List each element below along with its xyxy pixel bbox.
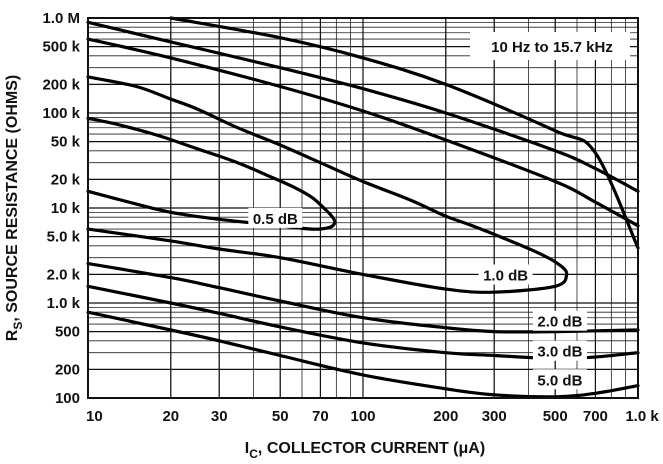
y-tick-labels: 100 200 500 1.0 k 2.0 k 5.0 k 10 k 20 k 50 k 100 … (42, 10, 80, 407)
y-tick-label: 1.0 k (47, 295, 81, 312)
x-tick-label: 70 (312, 408, 329, 425)
x-tick-label: 20 (162, 408, 179, 425)
y-tick-label: 500 k (42, 39, 80, 56)
curve-label-background (478, 264, 533, 285)
x-axis-title: IC, COLLECTOR CURRENT (μA) (245, 440, 485, 461)
range-label-background (470, 32, 630, 60)
curve-label: 2.0 dB (537, 314, 582, 331)
y-tick-label: 500 (55, 324, 80, 341)
y-tick-label: 20 k (51, 171, 81, 188)
y-axis-title: RS, SOURCE RESISTANCE (OHMS) (4, 75, 25, 341)
x-tick-label: 700 (583, 408, 608, 425)
curve-label-background (248, 207, 303, 228)
y-tick-label: 100 (55, 390, 80, 407)
x-tick-label: 10 (86, 408, 103, 425)
y-tick-label: 50 k (51, 134, 81, 151)
y-tick-label: 5.0 k (47, 229, 81, 246)
x-tick-label: 50 (272, 408, 289, 425)
y-tick-label: 200 k (42, 76, 80, 93)
x-tick-label: 300 (482, 408, 507, 425)
noise-contour-line (86, 37, 640, 228)
x-tick-label: 30 (211, 408, 228, 425)
noise-contour-line (86, 20, 640, 193)
y-tick-label: 10 k (51, 200, 81, 217)
y-tick-label: 200 (55, 361, 80, 378)
range-label: 10 Hz to 15.7 kHz (491, 39, 613, 56)
x-tick-label: 1.0 k (625, 408, 659, 425)
x-tick-label: 200 (433, 408, 458, 425)
frequency-range-box: 10 Hz to 15.7 kHz (470, 32, 630, 60)
curve-label: 5.0 dB (537, 372, 582, 389)
plot-frame (87, 17, 639, 399)
y-tick-label: 1.0 M (42, 10, 80, 27)
curve-label: 3.0 dB (537, 344, 582, 361)
x-tick-labels: 10 20 30 50 70 100 200 300 500 700 1.0 k (86, 408, 659, 425)
y-tick-label: 2.0 k (47, 266, 81, 283)
x-tick-label: 500 (543, 408, 568, 425)
curve-label-background (532, 369, 587, 390)
noise-contour-line (86, 262, 640, 334)
noise-contour-line (86, 310, 640, 399)
curve-label-background (532, 340, 587, 361)
x-tick-label: 100 (350, 408, 375, 425)
noise-contour-line (86, 75, 569, 294)
curve-labels: 0.5 dB 1.0 dB 2.0 dB 3.0 dB 5.0 dB (248, 207, 587, 390)
noise-contour-line (169, 16, 640, 250)
curve-label: 0.5 dB (253, 211, 298, 228)
noise-contour-line (86, 116, 337, 231)
curve-label-background (532, 310, 587, 331)
curve-label: 1.0 dB (483, 268, 528, 285)
y-tick-label: 100 k (42, 105, 80, 122)
